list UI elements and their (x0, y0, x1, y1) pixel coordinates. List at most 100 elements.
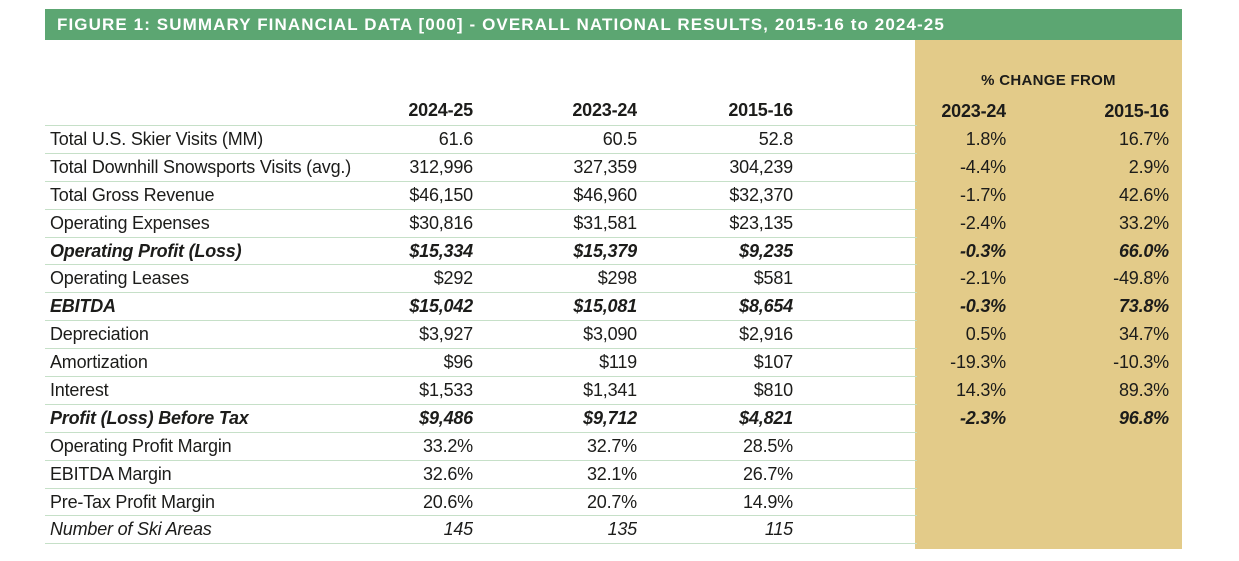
row-label: Profit (Loss) Before Tax (45, 403, 375, 433)
spacer-cell (793, 152, 917, 182)
value-2024-25: 32.6% (375, 459, 473, 489)
table-row: Interest $1,533 $1,341 $810 14.3% 89.3% (45, 376, 1169, 405)
row-label: Depreciation (45, 320, 375, 349)
pct-change-vs-2015-16: -49.8% (1113, 268, 1169, 289)
table-row: Pre-Tax Profit Margin 20.6% 20.7% 14.9% (45, 487, 1169, 516)
pct-change-vs-2015-16: 89.3% (1118, 379, 1169, 400)
pct-change-vs-2015-16: 34.7% (1118, 324, 1169, 345)
value-2023-24: $119 (473, 348, 637, 377)
pct-change-header: % CHANGE FROM (981, 72, 1116, 89)
row-label: Operating Profit (Loss) (45, 236, 375, 265)
pct-change-vs-2015-16 (1006, 516, 1169, 544)
value-2023-24: 20.7% (473, 487, 637, 516)
value-2024-25: $30,816 (375, 208, 473, 238)
row-label: Operating Leases (45, 264, 375, 293)
value-2015-16: 52.8 (637, 125, 793, 154)
pct-change-vs-2015-16: 73.8% (1118, 296, 1169, 317)
table-row: Operating Profit (Loss) $15,334 $15,379 $9,… (45, 236, 1169, 265)
pct-change-vs-2023-24: 1.8% (965, 128, 1006, 149)
value-2015-16: $8,654 (637, 292, 793, 321)
row-label: Total U.S. Skier Visits (MM) (45, 125, 375, 154)
spacer-cell (793, 292, 917, 321)
value-2024-25: $292 (375, 264, 473, 293)
spacer-cell (793, 180, 917, 210)
row-label: Total Downhill Snowsports Visits (avg.) (45, 152, 375, 182)
pct-change-vs-2023-24: -2.1% (959, 268, 1006, 289)
value-2024-25: $46,150 (375, 180, 473, 210)
column-header-pct-2015-16: 2015-16 (1104, 100, 1169, 121)
pct-change-vs-2015-16 (1006, 488, 1169, 516)
value-2023-24: 135 (473, 515, 637, 545)
value-2015-16: 26.7% (637, 459, 793, 489)
spacer-cell (793, 431, 917, 461)
pct-change-vs-2023-24: 14.3% (955, 379, 1006, 400)
pct-change-vs-2023-24 (917, 460, 1006, 488)
value-2015-16: 304,239 (637, 152, 793, 182)
value-2023-24: 32.1% (473, 459, 637, 489)
value-2024-25: $1,533 (375, 376, 473, 405)
table-header-row: 2024-25 2023-24 2015-16 2023-24 2015-16 (45, 94, 1169, 126)
table-body: Total U.S. Skier Visits (MM) 61.6 60.5 52.8… (45, 125, 1169, 545)
spacer-cell (793, 264, 917, 293)
pct-change-vs-2023-24: -0.3% (959, 240, 1006, 261)
pct-change-vs-2015-16: 96.8% (1118, 407, 1169, 428)
spacer-cell (793, 459, 917, 489)
value-2023-24: 327,359 (473, 152, 637, 182)
row-label: EBITDA (45, 292, 375, 321)
value-2024-25: 145 (375, 515, 473, 545)
pct-change-vs-2015-16 (1006, 460, 1169, 488)
pct-change-vs-2023-24: -4.4% (959, 156, 1006, 177)
pct-change-vs-2015-16: 42.6% (1118, 184, 1169, 205)
value-2023-24: $9,712 (473, 403, 637, 433)
table-row: Profit (Loss) Before Tax $9,486 $9,712 $4,8… (45, 403, 1169, 433)
value-2024-25: 312,996 (375, 152, 473, 182)
table-row: Total Gross Revenue $46,150 $46,960 $32,370… (45, 180, 1169, 210)
value-2024-25: 20.6% (375, 487, 473, 516)
pct-change-vs-2015-16: 2.9% (1128, 156, 1169, 177)
row-label: Number of Ski Areas (45, 515, 375, 545)
row-label: Operating Expenses (45, 208, 375, 238)
value-2023-24: $15,081 (473, 292, 637, 321)
table-row: Operating Expenses $30,816 $31,581 $23,135 -… (45, 208, 1169, 238)
spacer-cell (793, 376, 917, 405)
figure-title-bar: FIGURE 1: SUMMARY FINANCIAL DATA [000] -… (45, 9, 1182, 40)
row-label: Pre-Tax Profit Margin (45, 487, 375, 516)
value-2023-24: $31,581 (473, 208, 637, 238)
value-2024-25: $15,042 (375, 292, 473, 321)
value-2015-16: $107 (637, 348, 793, 377)
pct-change-vs-2023-24 (917, 432, 1006, 460)
value-2015-16: $810 (637, 376, 793, 405)
table-row: Total U.S. Skier Visits (MM) 61.6 60.5 52.8… (45, 125, 1169, 154)
value-2024-25: $9,486 (375, 403, 473, 433)
financial-table: 2024-25 2023-24 2015-16 2023-24 2015-16 … (45, 94, 1169, 545)
pct-change-vs-2023-24 (917, 488, 1006, 516)
value-2024-25: $3,927 (375, 320, 473, 349)
table-row: Total Downhill Snowsports Visits (avg.) 3… (45, 152, 1169, 182)
pct-change-vs-2023-24: -2.4% (959, 212, 1006, 233)
value-2023-24: $298 (473, 264, 637, 293)
pct-change-vs-2023-24 (917, 516, 1006, 544)
table-row: EBITDA $15,042 $15,081 $8,654 -0.3% 73.8% (45, 292, 1169, 321)
row-label: EBITDA Margin (45, 459, 375, 489)
column-header-2015-16: 2015-16 (728, 100, 793, 120)
spacer-cell (793, 487, 917, 516)
value-2023-24: 60.5 (473, 125, 637, 154)
table-row: Operating Profit Margin 33.2% 32.7% 28.5% (45, 431, 1169, 461)
spacer-cell (793, 236, 917, 265)
value-2015-16: $9,235 (637, 236, 793, 265)
column-header-2023-24: 2023-24 (572, 100, 637, 120)
pct-change-vs-2023-24: -19.3% (950, 352, 1006, 373)
value-2015-16: $2,916 (637, 320, 793, 349)
table-row: EBITDA Margin 32.6% 32.1% 26.7% (45, 459, 1169, 489)
spacer-cell (793, 348, 917, 377)
column-header-spacer (793, 94, 917, 126)
value-2023-24: $3,090 (473, 320, 637, 349)
value-2015-16: $4,821 (637, 403, 793, 433)
pct-change-vs-2015-16: 33.2% (1118, 212, 1169, 233)
column-header-2024-25: 2024-25 (408, 100, 473, 120)
pct-change-vs-2015-16 (1006, 432, 1169, 460)
column-header-pct-2023-24: 2023-24 (941, 100, 1006, 121)
table-row: Amortization $96 $119 $107 -19.3% -10.3% (45, 348, 1169, 377)
value-2023-24: $46,960 (473, 180, 637, 210)
